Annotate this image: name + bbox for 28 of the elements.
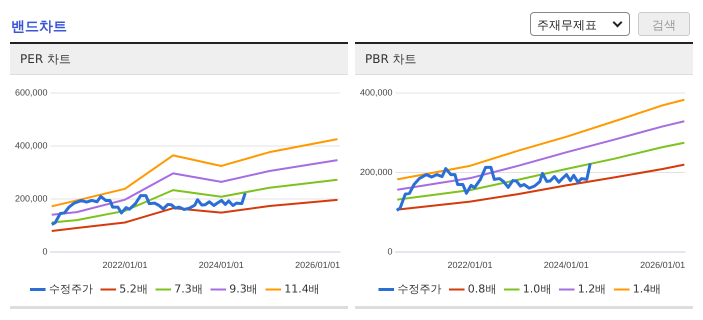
legend-label: 1.0배 [522, 282, 552, 296]
chart-title: PBR 차트 [355, 42, 693, 75]
y-tick-label: 0 [42, 246, 48, 257]
legend-label: 수정주가 [397, 282, 442, 296]
legend-label: 0.8배 [468, 282, 496, 296]
text: 밴드차트 [11, 18, 67, 36]
legend-label: 수정주가 [48, 282, 93, 296]
legend-label: 1.2배 [578, 282, 606, 296]
y-tick-label: 200,000 [14, 194, 48, 204]
text: 주재무제표 [537, 18, 597, 32]
text: 검색 [638, 12, 690, 36]
x-tick-label: 2024/01/01 [544, 260, 589, 270]
y-tick-label: 0 [388, 246, 393, 257]
legend-label: 11.4배 [284, 282, 320, 296]
x-tick-label: 2024/01/01 [198, 260, 244, 270]
x-tick-label: 2026/01/01 [640, 260, 686, 270]
y-tick-label: 400,000 [14, 140, 48, 151]
legend-label: 5.2배 [119, 282, 148, 296]
y-tick-label: 200,000 [360, 167, 393, 178]
y-tick-label: 600,000 [14, 87, 48, 98]
x-tick-label: 2022/01/01 [447, 260, 493, 270]
x-tick-label: 2026/01/01 [295, 260, 340, 270]
legend-label: 1.4배 [632, 282, 662, 296]
legend-label: 7.3배 [174, 282, 203, 296]
y-tick-label: 400,000 [360, 87, 393, 98]
x-tick-label: 2022/01/01 [102, 260, 148, 270]
chart-title: PER 차트 [10, 42, 348, 75]
legend-label: 9.3배 [229, 282, 258, 296]
